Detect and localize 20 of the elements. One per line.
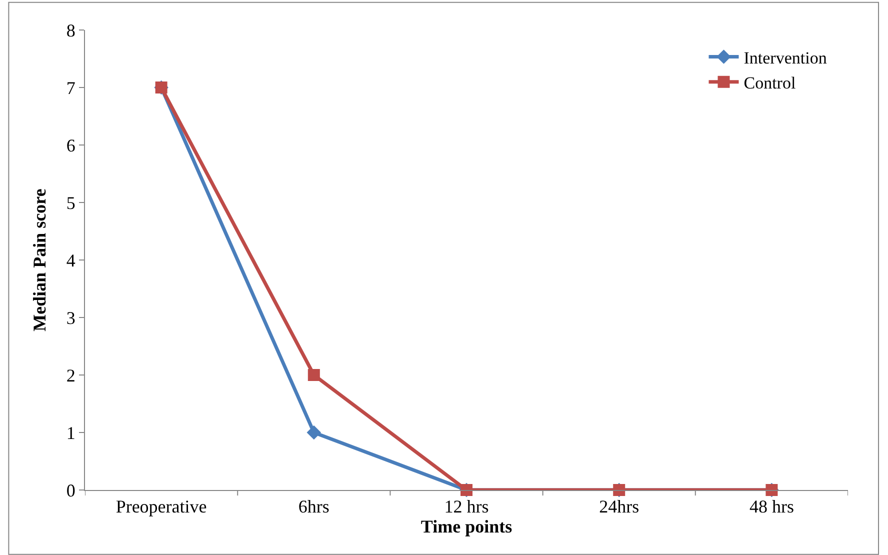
y-tick-label: 7 (66, 78, 76, 98)
y-tick-label: 0 (66, 480, 76, 500)
point (308, 369, 320, 381)
x-tick-label: 6hrs (298, 496, 330, 517)
legend-label: Control (744, 73, 796, 92)
x-tick-label: 24hrs (599, 496, 640, 517)
y-tick-label: 3 (66, 308, 76, 328)
y-tick-label: 5 (66, 192, 76, 213)
x-tick-label: Preoperative (116, 496, 207, 517)
y-tick-label: 6 (66, 135, 76, 156)
y-axis-title: Median Pain score (30, 188, 50, 332)
point (306, 425, 322, 440)
y-tick-label: 2 (66, 365, 76, 386)
y-tick-label: 1 (66, 422, 76, 443)
x-axis-title: Time points (420, 516, 512, 537)
y-tick-label: 8 (66, 20, 76, 40)
x-tick-label: 48 hrs (749, 496, 794, 517)
y-tick-label: 4 (66, 250, 76, 270)
legend-label: Intervention (744, 48, 828, 68)
x-tick-label: 12 hrs (444, 496, 489, 517)
